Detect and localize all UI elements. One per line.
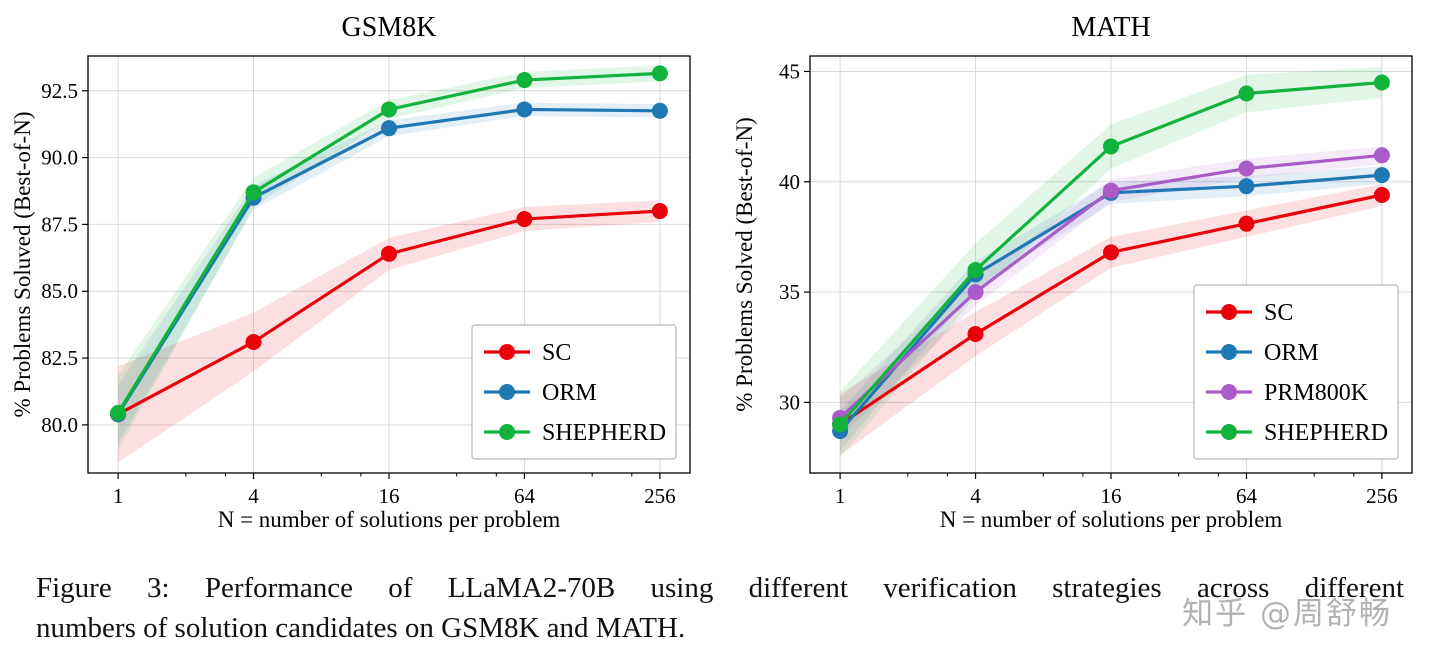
legend-marker-sample — [1221, 424, 1237, 440]
x-tick-label: 64 — [1236, 484, 1258, 508]
y-axis-label: % Problems Solved (Best-of-N) — [732, 117, 757, 412]
marker-sc — [516, 211, 533, 228]
legend-marker-sample — [499, 384, 515, 400]
marker-shepherd — [651, 65, 668, 82]
marker-shepherd — [110, 404, 127, 421]
y-tick-label: 87.5 — [41, 212, 78, 236]
marker-sc — [381, 245, 397, 262]
y-tick-label: 40 — [779, 170, 800, 194]
y-tick-label: 85.0 — [41, 279, 78, 303]
marker-orm — [1238, 178, 1255, 195]
legend-label: SHEPHERD — [1264, 420, 1388, 446]
marker-sc — [1373, 187, 1390, 203]
x-tick-label: 16 — [379, 484, 400, 508]
x-tick-label: 4 — [970, 484, 981, 508]
marker-orm — [651, 102, 668, 119]
marker-shepherd — [1238, 85, 1255, 102]
y-tick-label: 45 — [779, 59, 800, 83]
figure: 1 4 16 64 256 80.0 82.5 85.0 87.5 90.0 92.5 GSM8K N … — [8, 6, 1428, 644]
caption-line-1: Figure 3: Performance of LLaMA2-70B usin… — [36, 572, 1404, 604]
chart-title: GSM8K — [342, 12, 437, 43]
marker-prm800k — [967, 284, 984, 301]
series-shepherd — [110, 65, 668, 421]
marker-shepherd — [381, 101, 397, 118]
charts-row: 1 4 16 64 256 80.0 82.5 85.0 87.5 90.0 92.5 GSM8K N … — [8, 6, 1428, 539]
marker-orm — [1373, 167, 1390, 184]
band-sc — [840, 183, 1382, 456]
marker-shepherd — [1373, 74, 1390, 91]
x-tick-label: 16 — [1101, 484, 1122, 508]
legend: SC ORM SHEPHERD — [471, 324, 677, 460]
x-axis-label: N = number of solutions per problem — [940, 507, 1283, 532]
x-axis-label: N = number of solutions per problem — [218, 507, 561, 532]
marker-sc — [967, 326, 984, 342]
marker-sc — [1103, 244, 1119, 261]
x-tick-label: 4 — [248, 484, 259, 508]
marker-orm — [381, 120, 397, 137]
y-axis-label: % Problems Soluved (Best-of-N) — [10, 112, 35, 418]
legend-label: SC — [1264, 300, 1293, 326]
y-tick-label: 30 — [779, 390, 800, 414]
band-orm — [840, 166, 1382, 451]
legend-label: PRM800K — [1264, 380, 1369, 406]
x-tick-label: 256 — [644, 484, 676, 508]
y-tick-label: 35 — [779, 280, 800, 304]
y-tick-label: 82.5 — [41, 346, 78, 370]
legend-label: ORM — [542, 380, 597, 406]
legend-box — [1193, 284, 1399, 460]
marker-sc — [245, 334, 262, 351]
marker-prm800k — [1238, 160, 1255, 177]
legend-label: ORM — [1264, 340, 1319, 366]
chart-math: 1 4 16 64 256 30 35 40 45 MATH N = number of solut… — [730, 6, 1428, 539]
y-tick-label: 80.0 — [41, 413, 78, 437]
marker-shepherd — [1103, 138, 1119, 155]
marker-shepherd — [967, 262, 984, 279]
x-tick-label: 256 — [1366, 484, 1398, 508]
legend-marker-sample — [1221, 344, 1237, 360]
math-plot: 1 4 16 64 256 30 35 40 45 MATH N = number of solut… — [732, 12, 1413, 532]
y-tick-label: 90.0 — [41, 146, 78, 170]
marker-prm800k — [1103, 182, 1119, 199]
marker-orm — [516, 101, 533, 118]
legend: SC ORM PRM800K SHEPHERD — [1193, 284, 1399, 460]
marker-sc — [651, 203, 668, 220]
y-tick-label: 92.5 — [41, 79, 78, 103]
marker-sc — [1238, 215, 1255, 232]
legend-label: SHEPHERD — [542, 420, 666, 446]
legend-marker-sample — [499, 344, 515, 360]
marker-shepherd — [832, 416, 849, 433]
legend-marker-sample — [1221, 384, 1237, 400]
legend-marker-sample — [499, 424, 515, 440]
axis-ticks: 1 4 16 64 256 80.0 82.5 85.0 87.5 90.0 92.5 — [41, 79, 675, 508]
marker-shepherd — [516, 72, 533, 89]
x-tick-label: 64 — [514, 484, 536, 508]
legend-box — [471, 324, 677, 460]
x-tick-label: 1 — [113, 484, 124, 508]
chart-gsm8k: 1 4 16 64 256 80.0 82.5 85.0 87.5 90.0 92.5 GSM8K N … — [8, 6, 706, 539]
x-tick-label: 1 — [835, 484, 846, 508]
caption-line-2: numbers of solution candidates on GSM8K … — [36, 612, 686, 645]
chart-title: MATH — [1071, 12, 1150, 43]
series-shepherd — [832, 74, 1390, 433]
legend-marker-sample — [1221, 304, 1237, 320]
figure-caption: Figure 3: Performance of LLaMA2-70B usin… — [36, 568, 1404, 648]
legend-label: SC — [542, 340, 571, 366]
gsm8k-plot: 1 4 16 64 256 80.0 82.5 85.0 87.5 90.0 92.5 GSM8K N … — [10, 12, 691, 532]
marker-shepherd — [245, 184, 262, 201]
marker-prm800k — [1373, 147, 1390, 164]
axis-ticks: 1 4 16 64 256 30 35 40 45 — [779, 59, 1398, 508]
